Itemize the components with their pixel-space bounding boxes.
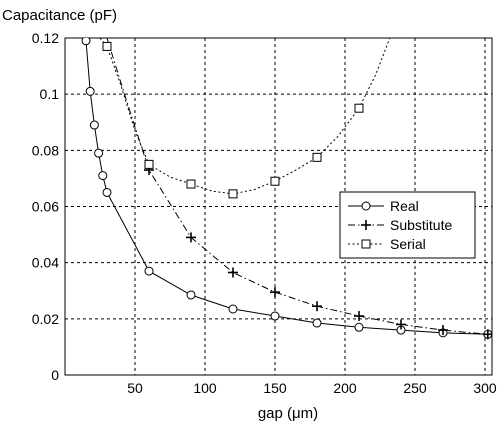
data-point-plus xyxy=(396,319,406,330)
y-tick-label: 0.02 xyxy=(32,311,59,327)
data-point-plus xyxy=(270,287,280,298)
data-point-circle xyxy=(144,266,154,276)
x-tick-label: 200 xyxy=(333,380,357,396)
series-line-serial xyxy=(99,38,391,195)
data-point-circle xyxy=(186,290,196,300)
data-point-circle xyxy=(98,171,108,181)
legend-item-real: Real xyxy=(348,198,419,214)
legend-label: Serial xyxy=(390,236,426,252)
data-point-square xyxy=(186,179,196,189)
data-point-circle xyxy=(354,322,364,332)
series-serial xyxy=(99,38,391,199)
data-point-circle xyxy=(270,311,280,321)
legend-item-substitute: Substitute xyxy=(348,217,452,233)
legend-label: Substitute xyxy=(390,217,452,233)
series-line-substitute xyxy=(106,38,488,335)
data-point-plus xyxy=(438,325,448,336)
data-point-square xyxy=(361,239,371,249)
y-tick-label: 0.04 xyxy=(32,255,59,271)
data-point-circle xyxy=(81,38,91,46)
x-axis-title: gap (μm) xyxy=(258,405,318,422)
data-point-square xyxy=(144,159,154,169)
axes: 50 100 150 200 250 300 0 0.02 0.04 0.06 0.08 0.1 0.1… xyxy=(32,30,497,396)
legend-item-serial: Serial xyxy=(348,236,426,252)
plot-frame xyxy=(64,37,493,376)
data-point-circle xyxy=(312,318,322,328)
data-point-circle xyxy=(89,120,99,130)
y-tick-label: 0.12 xyxy=(32,30,59,46)
data-point-square xyxy=(228,189,238,199)
legend: Real Substitute Serial xyxy=(339,191,476,259)
series-real xyxy=(81,38,492,339)
y-tick-label: 0.1 xyxy=(40,86,60,102)
series-layer xyxy=(81,38,492,340)
data-point-square xyxy=(270,176,280,186)
series-line-real xyxy=(85,40,488,335)
x-tick-label: 250 xyxy=(403,380,427,396)
data-point-plus xyxy=(186,232,196,243)
data-point-plus xyxy=(361,220,371,230)
data-point-square xyxy=(312,152,322,162)
x-tick-label: 300 xyxy=(473,380,497,396)
x-tick-label: 100 xyxy=(193,380,217,396)
data-point-circle xyxy=(85,86,95,96)
x-tick-label: 50 xyxy=(127,380,143,396)
data-point-plus xyxy=(228,267,238,278)
y-tick-label: 0.06 xyxy=(32,199,59,215)
data-point-circle xyxy=(228,304,238,314)
x-tick-label: 150 xyxy=(263,380,287,396)
series-substitute xyxy=(106,38,492,340)
legend-label: Real xyxy=(390,198,419,214)
y-axis-title: Capacitance (pF) xyxy=(2,7,117,24)
y-tick-label: 0.08 xyxy=(32,142,59,158)
data-point-plus xyxy=(312,301,322,312)
data-point-square xyxy=(102,41,112,51)
y-tick-label: 0 xyxy=(51,367,59,383)
data-point-plus xyxy=(354,311,364,322)
data-point-circle xyxy=(102,187,112,197)
data-point-square xyxy=(354,103,364,113)
data-point-circle xyxy=(94,148,104,158)
data-point-plus xyxy=(482,329,492,340)
data-point-circle xyxy=(361,201,371,211)
